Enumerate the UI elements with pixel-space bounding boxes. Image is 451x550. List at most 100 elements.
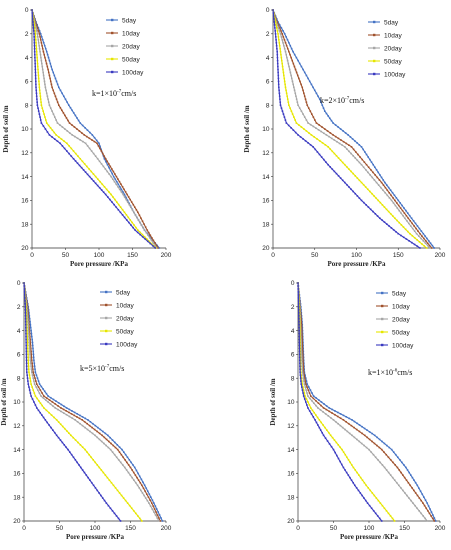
data-point xyxy=(53,74,56,77)
data-point xyxy=(104,474,107,476)
data-point xyxy=(425,240,427,242)
data-point xyxy=(143,236,146,238)
data-point xyxy=(118,451,121,453)
data-point xyxy=(63,427,66,430)
data-point xyxy=(421,243,423,245)
data-point xyxy=(365,446,368,449)
data-point xyxy=(363,481,366,484)
data-point xyxy=(278,86,280,89)
data-point xyxy=(124,459,126,461)
data-point xyxy=(402,474,404,476)
data-point xyxy=(392,451,395,453)
data-point xyxy=(58,136,60,138)
data-point xyxy=(298,62,301,65)
legend-item-10day: 10day xyxy=(100,302,134,309)
legend-label: 50day xyxy=(116,328,134,335)
data-point xyxy=(408,240,410,242)
data-point xyxy=(138,475,141,478)
data-point xyxy=(348,168,350,170)
data-point xyxy=(277,83,280,86)
data-point xyxy=(40,41,43,44)
data-point xyxy=(326,130,329,132)
data-point xyxy=(67,448,69,451)
data-point xyxy=(414,481,417,484)
legend-label: 20day xyxy=(116,315,134,322)
data-point xyxy=(87,476,89,479)
data-point xyxy=(91,432,94,435)
data-point xyxy=(279,33,282,35)
data-point xyxy=(391,517,394,520)
data-point xyxy=(288,68,291,71)
data-point xyxy=(419,232,421,235)
data-point xyxy=(428,244,431,247)
data-point xyxy=(33,380,35,382)
annotation-base: k=1×10 xyxy=(368,368,393,377)
series-20day xyxy=(31,9,158,249)
y-tick-label: 2 xyxy=(25,31,29,38)
data-point xyxy=(71,410,73,412)
data-point xyxy=(39,402,42,404)
data-point xyxy=(33,53,36,56)
data-point xyxy=(29,344,32,347)
data-point xyxy=(335,441,338,444)
legend-label: 5day xyxy=(116,289,131,296)
data-point xyxy=(152,505,155,507)
data-point xyxy=(105,160,107,163)
x-tick-label: 150 xyxy=(399,525,410,532)
data-point xyxy=(289,107,291,109)
data-point xyxy=(136,476,138,479)
data-point xyxy=(109,448,112,451)
y-tick-label: 16 xyxy=(287,471,295,478)
data-point xyxy=(383,442,386,445)
data-point xyxy=(406,469,409,471)
data-point xyxy=(344,181,346,184)
data-point xyxy=(40,101,42,104)
data-point xyxy=(103,155,106,157)
data-point xyxy=(331,408,333,411)
data-point xyxy=(384,191,386,194)
permeability-annotation: k=2×10-7cm/s xyxy=(320,96,364,105)
data-point xyxy=(77,441,79,444)
data-point xyxy=(313,411,315,414)
data-point xyxy=(109,169,112,172)
data-point xyxy=(286,59,289,62)
data-point xyxy=(82,140,84,143)
data-point xyxy=(24,297,26,299)
data-point xyxy=(56,122,59,124)
data-point xyxy=(57,436,60,439)
data-point xyxy=(411,227,414,230)
data-point xyxy=(298,320,300,323)
data-point xyxy=(352,190,354,193)
data-point xyxy=(35,47,38,50)
data-point xyxy=(91,134,94,136)
data-point xyxy=(131,476,133,479)
data-point xyxy=(130,507,133,510)
data-point xyxy=(146,493,148,496)
y-axis-label: Depth of soil /m xyxy=(2,105,10,152)
data-point xyxy=(300,350,303,353)
data-point xyxy=(140,224,143,226)
data-point xyxy=(151,502,153,504)
data-point xyxy=(336,454,338,457)
data-point xyxy=(376,176,379,179)
y-tick-label: 20 xyxy=(287,518,295,525)
data-point xyxy=(28,371,30,374)
data-point xyxy=(283,44,285,47)
data-point xyxy=(44,128,47,130)
data-point xyxy=(381,504,384,507)
data-point xyxy=(47,101,50,104)
data-point xyxy=(370,507,373,510)
data-point xyxy=(29,320,31,323)
data-point xyxy=(30,365,32,368)
data-point xyxy=(32,21,34,23)
data-point xyxy=(295,122,298,124)
data-point xyxy=(328,410,331,413)
data-point xyxy=(405,209,407,212)
data-point xyxy=(302,89,304,92)
data-point xyxy=(29,335,31,338)
data-point xyxy=(153,511,155,513)
data-point xyxy=(37,380,40,382)
data-point xyxy=(140,489,142,492)
data-point xyxy=(301,359,303,362)
data-point xyxy=(35,24,38,26)
